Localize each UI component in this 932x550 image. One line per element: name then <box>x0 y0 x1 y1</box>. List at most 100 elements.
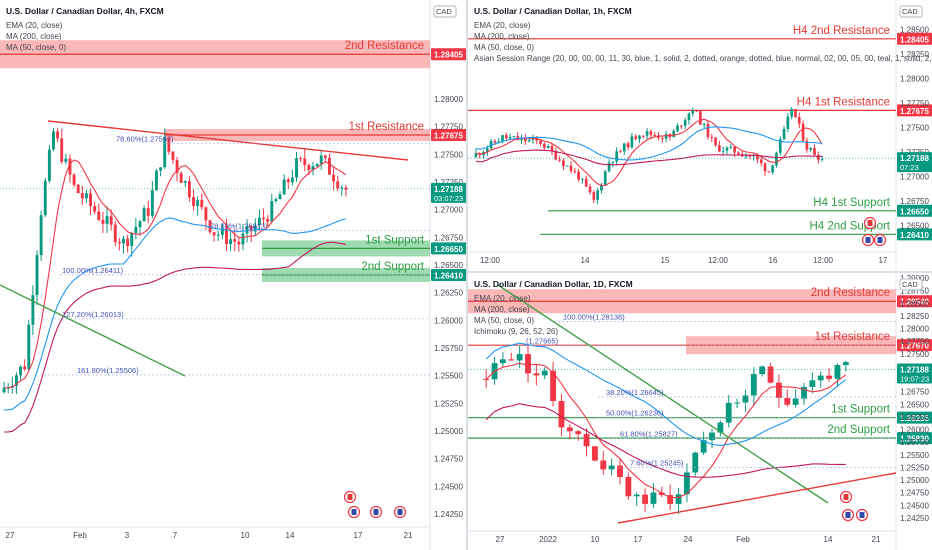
bear-candle <box>332 174 336 182</box>
x-tick-label: 7 <box>173 531 178 540</box>
zone-label: 1st Support <box>365 234 425 246</box>
y-tick-label: 1.26500 <box>434 261 463 270</box>
zone-label: H4 2nd Resistance <box>793 25 890 37</box>
bear-candle <box>286 179 290 183</box>
bear-candle <box>748 155 752 157</box>
bear-candle <box>642 494 649 504</box>
fib-label: 78.60%(1.26813) <box>210 221 268 230</box>
bear-candle <box>816 155 820 160</box>
price-tag-bg <box>897 32 932 45</box>
bull-candle <box>531 138 535 140</box>
bear-candle <box>710 137 714 139</box>
bear-candle <box>187 181 191 198</box>
bull-candle <box>778 139 782 153</box>
fib-label: 50.00%(1.26236) <box>606 409 664 418</box>
trend-line <box>497 284 829 504</box>
chart-1d-svg[interactable]: 2nd Resistance 1.28540 1st Resistance 1.276… <box>468 273 932 550</box>
bear-candle <box>97 211 101 220</box>
y-tick-label: 1.26500 <box>900 222 929 231</box>
indicator-legend-item: MA (200, close) <box>6 32 62 41</box>
chart-panel-1d[interactable]: 2nd Resistance 1.28540 1st Resistance 1.276… <box>468 273 932 550</box>
bull-candle <box>282 179 286 195</box>
bull-candle <box>842 362 849 366</box>
last-price-tag-bg <box>897 152 932 173</box>
bear-candle <box>200 199 204 208</box>
bull-candle <box>608 465 615 470</box>
price-tag: 1.28540 <box>900 298 929 307</box>
price-tag-bg <box>897 432 932 445</box>
price-tag: 1.27675 <box>900 107 929 116</box>
us-flag-icon-glyph <box>845 512 851 518</box>
bull-candle <box>220 228 224 235</box>
zone-label: 1st Resistance <box>349 121 424 133</box>
bull-candle <box>725 402 732 423</box>
bull-candle <box>84 193 88 199</box>
price-tag: 1.25830 <box>900 435 929 444</box>
bull-candle <box>130 232 134 247</box>
bear-candle <box>508 359 515 361</box>
bull-candle <box>47 149 51 181</box>
bear-candle <box>680 125 683 127</box>
bull-candle <box>786 116 790 129</box>
bear-candle <box>584 178 588 187</box>
y-tick-label: 1.27000 <box>900 173 929 182</box>
fib-label: (1.27665) <box>526 336 559 345</box>
x-tick-label: 15 <box>661 256 670 265</box>
chart-4h-svg[interactable]: 2nd Resistance 1.28405 1st Resistance 1.276… <box>0 0 466 550</box>
bear-candle <box>225 228 228 245</box>
ema-line <box>4 159 347 389</box>
bear-candle <box>641 135 645 137</box>
bull-candle <box>196 199 200 206</box>
bull-candle <box>134 227 138 233</box>
bull-candle <box>546 146 550 148</box>
bull-candle <box>27 324 31 370</box>
x-tick-label: 21 <box>404 531 413 540</box>
ema-line <box>475 118 823 187</box>
bull-candle <box>672 130 676 138</box>
price-tag-bg <box>431 48 466 61</box>
chart-panel-4h[interactable]: 2nd Resistance 1.28405 1st Resistance 1.276… <box>0 0 466 550</box>
panel-divider-vertical[interactable] <box>466 0 468 550</box>
bull-candle <box>295 158 298 178</box>
bear-candle <box>767 171 771 173</box>
y-tick-label: 1.26000 <box>900 426 929 435</box>
bull-candle <box>645 131 649 136</box>
bear-candle <box>558 159 561 161</box>
bear-candle <box>714 137 717 146</box>
bull-candle <box>159 167 163 171</box>
fib-label: 38.20%(1.26645) <box>606 388 664 397</box>
bull-candle <box>734 402 741 404</box>
bear-candle <box>336 181 340 189</box>
y-tick-label: 1.25500 <box>900 451 929 460</box>
chart-title: U.S. Dollar / Canadian Dollar, 1h, FXCM <box>474 6 632 16</box>
bull-candle <box>150 190 154 216</box>
bear-candle <box>592 192 596 200</box>
x-tick-label: 12:00 <box>708 256 729 265</box>
bear-candle <box>625 476 632 497</box>
x-tick-label: 10 <box>241 531 250 540</box>
bull-candle <box>742 395 749 403</box>
panel-divider-horizontal[interactable] <box>468 271 932 273</box>
y-tick-label: 1.28000 <box>900 325 929 334</box>
y-tick-label: 1.28500 <box>900 26 929 35</box>
bull-candle <box>683 120 687 126</box>
y-tick-label: 1.26750 <box>900 388 929 397</box>
chart-1h-svg[interactable]: H4 2nd Resistance 1.28405 H4 1st Resistanc… <box>468 0 932 271</box>
bear-candle <box>649 131 653 136</box>
bull-candle <box>596 190 599 200</box>
bear-candle <box>266 218 270 222</box>
bear-candle <box>813 148 816 156</box>
bull-candle <box>759 366 766 375</box>
bull-candle <box>603 171 607 185</box>
y-tick-label: 1.25000 <box>434 427 463 436</box>
indicator-legend-item: MA (50, close, 0) <box>474 43 534 52</box>
x-tick-label: 10 <box>591 535 600 544</box>
indicator-legend-item: MA (200, close) <box>474 32 530 41</box>
bull-candle <box>31 295 35 325</box>
bear-candle <box>60 138 64 162</box>
chart-panel-1h[interactable]: H4 2nd Resistance 1.28405 H4 1st Resistanc… <box>468 0 932 271</box>
x-tick-label: 14 <box>286 531 295 540</box>
fib-label: 161.80%(1.25506) <box>77 366 139 375</box>
y-tick-label: 1.26250 <box>900 413 929 422</box>
y-tick-label: 1.25250 <box>434 399 463 408</box>
